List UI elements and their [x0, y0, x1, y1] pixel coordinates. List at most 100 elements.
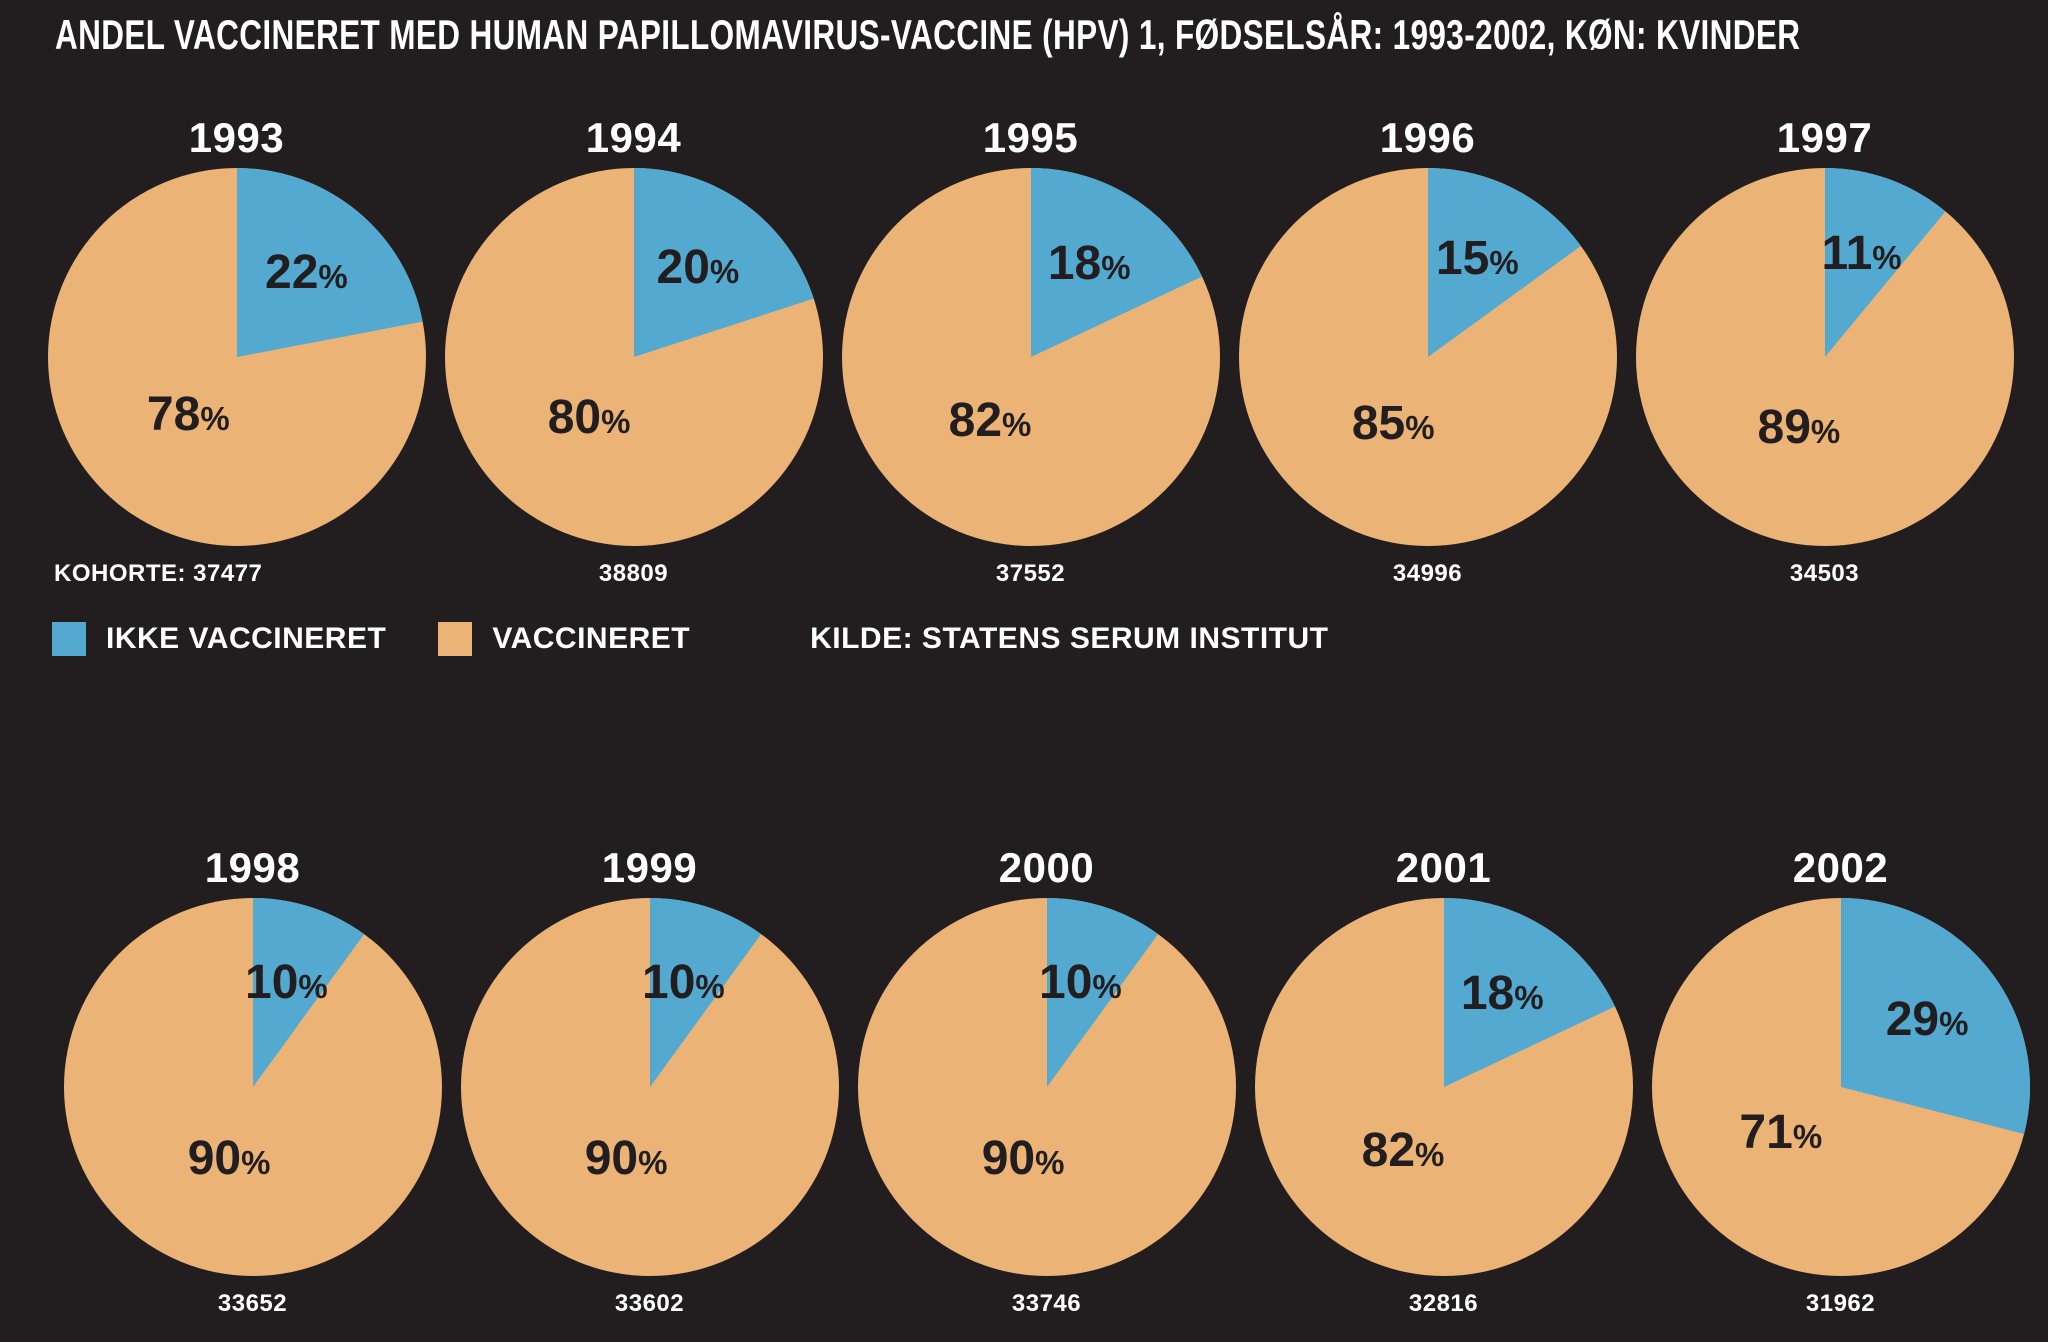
not-vaccinated-slice — [1046, 898, 1158, 1087]
percent-sign: % — [200, 400, 230, 438]
cohort-label: 32816 — [1408, 1290, 1479, 1317]
not-vaccinated-slice — [236, 168, 423, 357]
not-vaccinated-slice — [1443, 898, 1615, 1087]
percent-sign: % — [241, 1143, 271, 1181]
pie-chart-1994 — [444, 168, 823, 546]
pct-value: 10 — [1039, 955, 1093, 1009]
pct-value: 78 — [146, 388, 201, 442]
year-label: 2002 — [1792, 844, 1889, 891]
pct-value: 80 — [547, 391, 602, 445]
vaccinated-pct-label: 82% — [948, 393, 1032, 447]
year-label: 1997 — [1776, 114, 1873, 161]
vaccinated-swatch — [438, 622, 473, 656]
pie-chart-1993 — [47, 168, 426, 546]
pie-cell-1996: 1996 15% 85% 34996 — [1229, 108, 1626, 608]
not-vaccinated-pct-label: 11% — [1821, 226, 1902, 280]
vaccinated-pct-label: 71% — [1739, 1109, 1822, 1157]
pie-chart-2002 — [1651, 898, 2030, 1276]
vaccinated-pct-label: 80% — [548, 394, 631, 442]
percent-sign: % — [601, 403, 631, 441]
vaccinated-pct-label: 89% — [1758, 404, 1841, 452]
pie-cell-2001: 2001 18% 82% 32816 — [1245, 838, 1642, 1338]
pie-cell-2000: 2000 10% 90% 33746 — [848, 838, 1245, 1338]
pct-value: 90 — [981, 1131, 1036, 1185]
cohort-label: 37552 — [995, 560, 1066, 587]
pct-value: 18 — [1460, 967, 1515, 1021]
percent-sign: % — [1489, 244, 1519, 282]
percent-sign: % — [1092, 967, 1122, 1005]
cohort-label: 34996 — [1392, 560, 1463, 587]
year-label: 1994 — [585, 114, 682, 161]
vaccinated-legend-label: VACCINERET — [492, 622, 691, 655]
vaccinated-pct-label: 78% — [147, 391, 230, 439]
not-vaccinated-slice — [1840, 898, 2030, 1134]
pie-cell-1995: 1995 18% 82% 37552 — [832, 108, 1229, 608]
not-vaccinated-slice — [252, 898, 364, 1087]
year-label: 2001 — [1395, 844, 1492, 891]
not-vaccinated-pct-label: 20% — [657, 244, 740, 292]
pie-row-bottom: 1998 10% 90% 33652 1999 10% 90% 33602 2000 10% 90%… — [54, 838, 2039, 1338]
percent-sign: % — [1101, 249, 1131, 287]
percent-sign: % — [1035, 1143, 1065, 1181]
not-vaccinated-slice — [1030, 168, 1202, 357]
not-vaccinated-slice — [649, 898, 761, 1087]
legend: IKKE VACCINERET VACCINERET KILDE: STATEN… — [52, 622, 1329, 656]
percent-sign: % — [1002, 405, 1032, 443]
cohort-label: 33602 — [614, 1290, 685, 1317]
vaccinated-pct-label: 90% — [187, 1131, 271, 1185]
percent-sign: % — [1415, 1135, 1445, 1173]
pie-cell-1993: 1993 22% 78% KOHORTE: 37477 — [38, 108, 435, 608]
year-label: 1998 — [204, 844, 301, 891]
not-vaccinated-slice — [633, 168, 814, 357]
pie-chart-1999 — [460, 898, 839, 1276]
percent-sign: % — [1939, 1004, 1969, 1042]
percent-sign: % — [1405, 409, 1435, 447]
percent-sign: % — [1810, 413, 1841, 451]
not-vaccinated-pct-label: 18% — [1048, 240, 1131, 288]
not-vaccinated-slice — [1824, 168, 1945, 357]
not-vaccinated-pct-label: 10% — [245, 955, 328, 1009]
pie-cell-1994: 1994 20% 80% 38809 — [435, 108, 832, 608]
cohort-label: 33652 — [217, 1290, 288, 1317]
not-vaccinated-pct-label: 10% — [1039, 955, 1122, 1009]
pct-value: 11 — [1821, 226, 1873, 280]
cohort-label: 31962 — [1805, 1290, 1876, 1317]
pct-value: 10 — [245, 955, 299, 1009]
not-vaccinated-pct-label: 29% — [1885, 992, 1969, 1046]
pie-chart-2001 — [1254, 898, 1633, 1276]
pct-value: 22 — [265, 245, 319, 299]
pie-row-top: 1993 22% 78% KOHORTE: 37477 1994 20% 80% 38809 1… — [38, 108, 2023, 608]
pie-chart-1996 — [1238, 168, 1617, 546]
year-label: 2000 — [998, 844, 1095, 891]
percent-sign: % — [1514, 979, 1544, 1017]
pie-cell-1999: 1999 10% 90% 33602 — [451, 838, 848, 1338]
pie-chart-2000 — [857, 898, 1236, 1276]
pie-cell-1998: 1998 10% 90% 33652 — [54, 838, 451, 1338]
pct-value: 10 — [642, 955, 696, 1009]
not-vaccinated-pct-label: 10% — [642, 955, 725, 1009]
pie-cell-2002: 2002 29% 71% 31962 — [1642, 838, 2039, 1338]
vaccinated-pct-label: 85% — [1352, 400, 1435, 448]
cohort-label: 38809 — [598, 560, 669, 587]
not-vaccinated-slice — [1427, 168, 1581, 357]
not-vaccinated-pct-label: 15% — [1436, 235, 1519, 283]
percent-sign: % — [1872, 238, 1902, 276]
not-vaccinated-pct-label: 22% — [265, 245, 348, 299]
percent-sign: % — [318, 257, 348, 295]
year-label: 1996 — [1379, 114, 1476, 161]
vaccinated-pct-label: 90% — [584, 1131, 668, 1185]
not-vaccinated-swatch — [52, 622, 86, 656]
pct-value: 29 — [1885, 992, 1940, 1046]
infographic-title: ANDEL VACCINERET MED HUMAN PAPILLOMAVIRU… — [55, 11, 1801, 58]
pct-value: 20 — [656, 241, 710, 295]
pct-value: 85 — [1351, 397, 1406, 451]
pct-value: 82 — [948, 393, 1003, 447]
pct-value: 90 — [584, 1131, 639, 1185]
not-vaccinated-pct-label: 18% — [1461, 970, 1544, 1018]
pct-value: 82 — [1361, 1123, 1416, 1177]
percent-sign: % — [298, 967, 328, 1005]
year-label: 1993 — [188, 114, 285, 161]
pie-cell-1997: 1997 11% 89% 34503 — [1626, 108, 2023, 608]
pct-value: 90 — [187, 1131, 242, 1185]
